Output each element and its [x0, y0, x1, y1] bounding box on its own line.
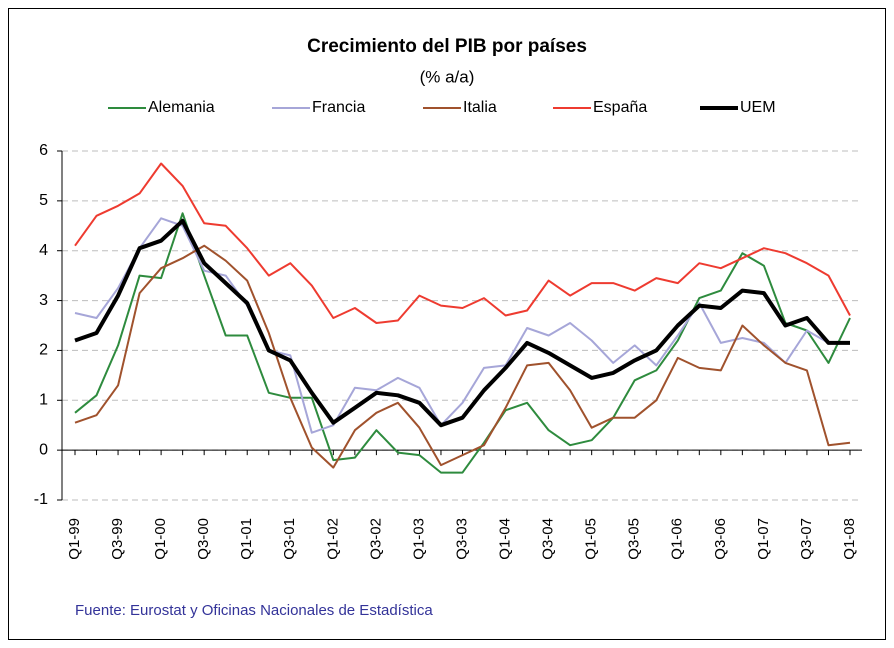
legend-label: Francia	[312, 99, 365, 116]
x-tick-label: Q3-01	[281, 518, 298, 560]
chart-frame	[8, 8, 886, 640]
x-tick-label: Q3-06	[712, 518, 729, 560]
chart-subtitle: (% a/a)	[420, 67, 475, 86]
x-tick-label: Q1-99	[66, 518, 83, 560]
x-tick-label: Q1-04	[497, 518, 514, 560]
series-line	[74, 218, 850, 428]
x-tick-label: Q1-08	[841, 518, 858, 560]
x-tick-label: Q3-04	[540, 518, 557, 560]
y-tick-label: 2	[39, 342, 48, 359]
series-line	[74, 217, 850, 434]
series-line	[74, 212, 851, 474]
x-tick-label: Q3-00	[195, 518, 212, 560]
chart-title: Crecimiento del PIB por países	[307, 36, 587, 57]
series-line	[74, 162, 851, 324]
x-tick-label: Q1-07	[755, 518, 772, 560]
legend-label: UEM	[740, 99, 776, 116]
x-tick-label: Q3-07	[798, 518, 815, 560]
legend-label: España	[593, 99, 647, 116]
x-tick-label: Q1-05	[583, 518, 600, 560]
source-note: Fuente: Eurostat y Oficinas Nacionales d…	[75, 602, 433, 619]
x-tick-label: Q1-02	[324, 518, 341, 560]
y-tick-label: 3	[39, 292, 48, 309]
y-tick-label: 1	[39, 392, 48, 409]
x-tick-label: Q1-06	[669, 518, 686, 560]
y-tick-label: -1	[34, 491, 48, 508]
x-tick-label: Q1-01	[238, 518, 255, 560]
y-tick-label: 4	[39, 242, 48, 259]
x-tick-label: Q1-00	[152, 518, 169, 560]
series-line	[74, 244, 851, 469]
x-tick-label: Q3-99	[109, 518, 126, 560]
y-tick-label: 6	[39, 142, 48, 159]
x-tick-label: Q3-03	[453, 518, 470, 560]
x-tick-label: Q3-05	[626, 518, 643, 560]
x-tick-label: Q3-02	[367, 518, 384, 560]
x-tick-label: Q1-03	[410, 518, 427, 560]
y-tick-label: 5	[39, 192, 48, 209]
y-tick-label: 0	[39, 441, 48, 458]
legend-label: Italia	[463, 99, 497, 116]
legend-label: Alemania	[148, 99, 215, 116]
